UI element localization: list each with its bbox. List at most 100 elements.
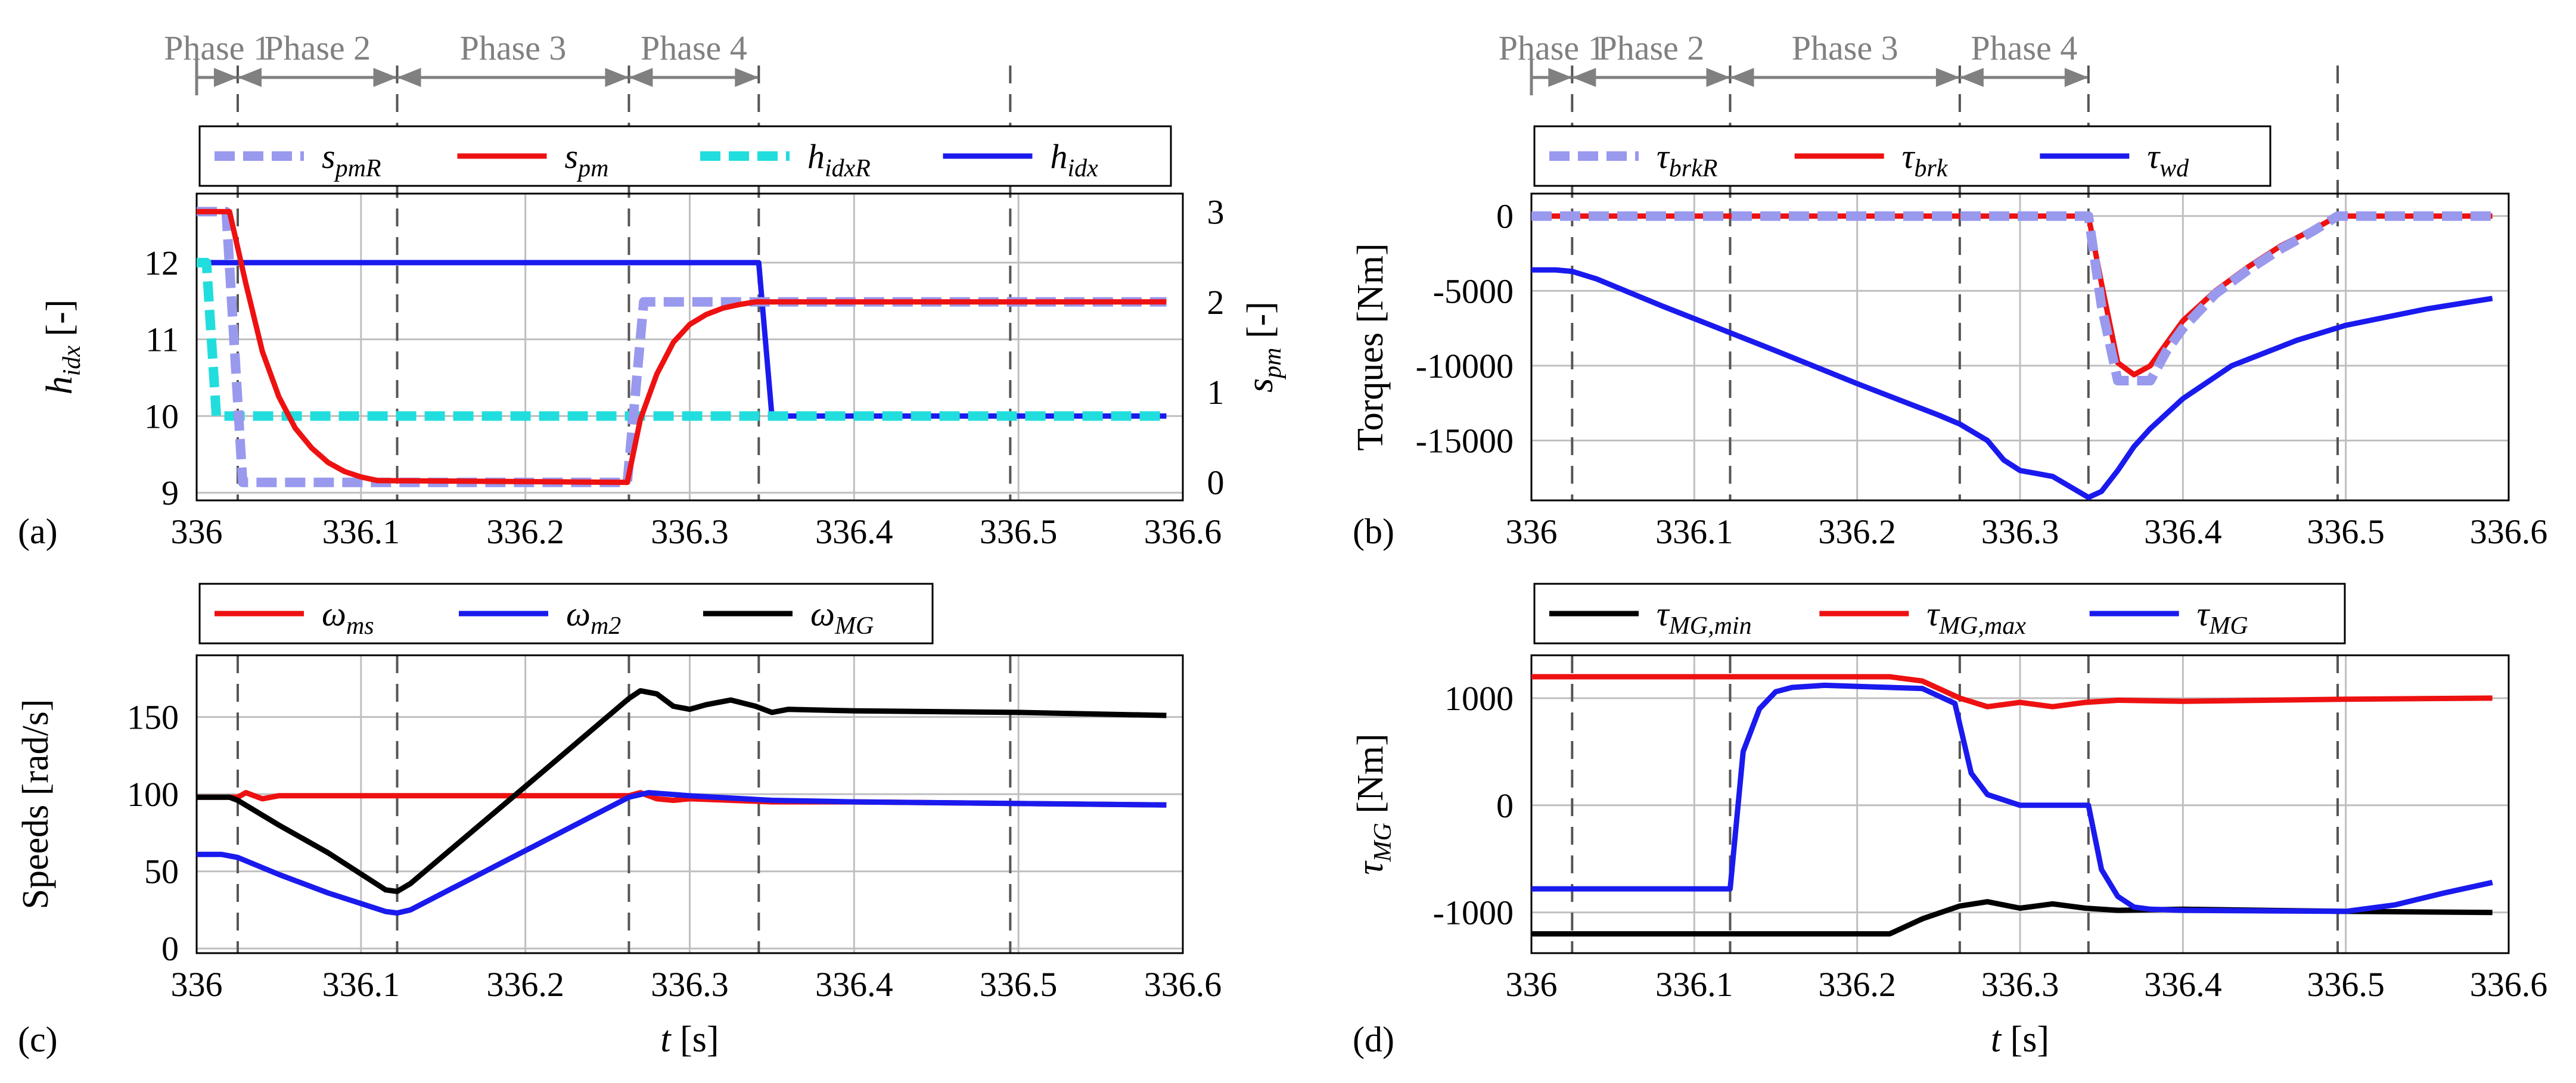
x-axis-label: t [s]: [1991, 1019, 2049, 1060]
legend-label: τwd: [2147, 137, 2189, 182]
x-tick-label: 336: [1506, 965, 1558, 1004]
chart-d: 336 336.1 336.2 336.3 336.4 336.5 336.6 1000 0 -1…: [1350, 583, 2547, 1060]
x-tick-label: 336.2: [486, 965, 564, 1004]
y2-tick-label: 2: [1207, 283, 1225, 322]
phase-label: Phase 3: [1792, 29, 1898, 67]
legend-box: [198, 583, 934, 645]
y2-axis-label-sub: pm: [1259, 347, 1287, 379]
series-h_idxR: [197, 257, 1167, 421]
x-axis-label-main: t: [660, 1019, 672, 1060]
chart-a: 336 336.1 336.2 336.3 336.4 336.5 336.69101112…: [18, 29, 1287, 551]
chart-c: 336 336.1 336.2 336.3 336.4 336.5 336.6 0 50 100 1…: [15, 583, 1222, 1060]
phase-arrow-head: [373, 68, 397, 87]
chart-b: 336 336.1 336.2 336.3 336.4 336.5 336.6 0 -5000 -…: [1350, 29, 2547, 551]
legend-label-sub: pmR: [334, 155, 381, 182]
y-tick-label: 1000: [1444, 679, 1514, 718]
y2-axis-label-unit: [-]: [1240, 301, 1281, 347]
legend: τbrkR τbrk τwd: [1533, 125, 2272, 187]
legend-label-main: τ: [1657, 595, 1670, 633]
phase-arrow-head: [213, 68, 238, 87]
series-s_pmR: [197, 207, 1167, 487]
series-s_pm: [197, 208, 1167, 486]
legend-label: spm: [565, 137, 609, 182]
y-tick-label: -10000: [1416, 347, 1514, 385]
legend-label: τbrkR: [1657, 137, 1717, 182]
x-tick-label: 336.2: [486, 512, 564, 551]
x-tick-label: 336.3: [1981, 965, 2059, 1004]
legend-label-main: s: [322, 137, 335, 176]
x-tick-label: 336.6: [1144, 965, 1222, 1004]
x-tick-label: 336.5: [980, 965, 1058, 1004]
legend-label: hidxR: [807, 137, 871, 182]
x-tick-label: 336.3: [651, 965, 729, 1004]
phase-arrow-head: [397, 68, 421, 87]
plot-frame: [1530, 654, 2510, 954]
phase-label: Phase 3: [460, 29, 567, 67]
legend-label-main: ω: [322, 595, 346, 633]
y-axis-label: Speeds [rad/s]: [15, 699, 56, 910]
series-tau_MG_max: [1531, 674, 2493, 709]
x-axis-label-unit: [s]: [671, 1019, 719, 1060]
y2-tick-label: 3: [1207, 192, 1225, 231]
y-axis-label-main: τ: [1350, 860, 1391, 875]
y-axis-label-unit: [Nm]: [1350, 733, 1391, 823]
legend-label: τbrk: [1902, 137, 1949, 182]
legend-label-sub: m2: [591, 612, 621, 640]
y2-axis-label: spm [-]: [1240, 301, 1287, 393]
series-omega_MG: [197, 688, 1167, 894]
x-tick-label: 336.1: [1655, 965, 1733, 1004]
series-tau_MG: [1531, 682, 2493, 914]
phase-label: Phase 1: [1499, 29, 1605, 67]
legend-label-main: τ: [1657, 137, 1670, 176]
legend-label-sub: MG,min: [1668, 612, 1752, 640]
y-axis-label: hidx [-]: [39, 300, 86, 395]
y2-axis-label-main: s: [1240, 378, 1281, 393]
x-tick-label: 336.2: [1818, 512, 1896, 551]
x-tick-label: 336.5: [2307, 965, 2385, 1004]
legend-label-sub: MG,max: [1938, 612, 2026, 640]
phase-label: Phase 4: [1971, 29, 2077, 67]
y2-tick-label: 0: [1207, 463, 1225, 502]
y-axis-label: τMG [Nm]: [1350, 733, 1397, 875]
phase-label: Phase 2: [1598, 29, 1704, 67]
plot-frame: [1530, 192, 2510, 502]
legend-label-main: ω: [566, 595, 591, 633]
legend-label-sub: brk: [1914, 155, 1948, 182]
series-tau_MG_min: [1531, 899, 2493, 937]
y-tick-label: 0: [1496, 197, 1514, 236]
phase-arrow-head: [605, 68, 629, 87]
phase-arrow-head: [1959, 68, 1984, 87]
y-tick-label: 12: [144, 244, 179, 282]
x-tick-label: 336.3: [1981, 512, 2059, 551]
plot-frame: [195, 654, 1184, 954]
legend-label-sub: idxR: [825, 155, 871, 182]
legend-label: ωms: [322, 595, 374, 640]
panel-label: (a): [18, 512, 58, 551]
legend-label: τMG,min: [1657, 595, 1752, 640]
y-tick-label: 9: [161, 474, 179, 512]
legend-label-main: τ: [2197, 595, 2211, 633]
phase-arrow-head: [1706, 68, 1730, 87]
x-tick-label: 336.4: [815, 512, 893, 551]
y-tick-label: 50: [144, 852, 179, 891]
legend-box: [1533, 583, 2346, 645]
x-tick-label: 336.5: [2307, 512, 2385, 551]
y-tick-label: 0: [161, 929, 179, 968]
phase-arrow-head: [735, 68, 759, 87]
legend-label: ωMG: [810, 595, 874, 640]
plot-frame: [195, 192, 1184, 502]
phase-label: Phase 1: [164, 29, 271, 67]
x-tick-label: 336.6: [2470, 512, 2548, 551]
series-tau_wd: [1531, 267, 2493, 500]
phase-arrow-head: [237, 68, 262, 87]
phase-arrow-head: [1548, 68, 1573, 87]
legend-label-main: ω: [810, 595, 835, 633]
x-tick-label: 336.4: [2144, 965, 2222, 1004]
y-tick-label: 100: [127, 775, 179, 814]
phase-label: Phase 4: [641, 29, 747, 67]
panel-label: (d): [1353, 1020, 1394, 1059]
x-tick-label: 336: [1506, 512, 1558, 551]
panel-label: (b): [1353, 512, 1394, 551]
